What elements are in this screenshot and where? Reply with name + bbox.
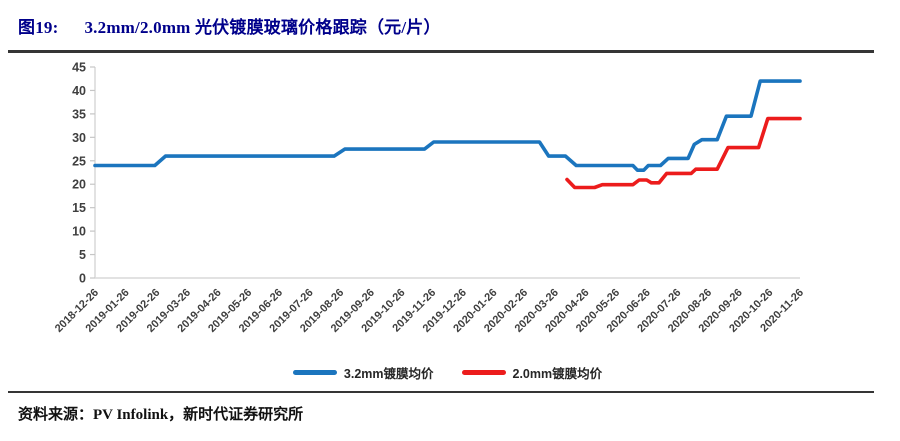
chart-canvas: 0510152025303540452018-12-262019-01-2620… bbox=[53, 61, 806, 335]
y-tick-label: 20 bbox=[72, 178, 86, 192]
legend-label-3-2mm: 3.2mm镀膜均价 bbox=[343, 367, 434, 381]
y-tick-label: 40 bbox=[72, 84, 86, 98]
y-tick-label: 35 bbox=[72, 107, 86, 121]
figure-bottom-rule bbox=[8, 391, 874, 393]
legend-swatch-red bbox=[461, 370, 506, 375]
y-tick-label: 30 bbox=[72, 131, 86, 145]
series-line-2.0mm镀膜均价 bbox=[565, 116, 802, 190]
y-tick-label: 10 bbox=[72, 225, 86, 239]
legend-label-2-0mm: 2.0mm镀膜均价 bbox=[512, 367, 603, 381]
title-separator-rule bbox=[8, 50, 874, 53]
legend-item-3-2mm: 3.2mm镀膜均价 bbox=[292, 363, 434, 382]
y-tick-label: 5 bbox=[79, 248, 86, 262]
price-line-chart: 0 5 10 15 20 25 30 35 40 45 2018-12-26 2019-01-26 20… bbox=[53, 61, 806, 335]
source-text: 资料来源：PV Infolink，新时代证券研究所 bbox=[18, 407, 304, 423]
legend-swatch-blue bbox=[292, 370, 337, 375]
figure-title-text: 3.2mm/2.0mm 光伏镀膜玻璃价格跟踪（元/片） bbox=[84, 18, 441, 37]
figure-number: 图19: bbox=[18, 18, 59, 37]
series-line-3.2mm镀膜均价 bbox=[93, 79, 802, 172]
y-tick-label: 25 bbox=[72, 154, 86, 168]
chart-legend: 3.2mm镀膜均价 2.0mm镀膜均价 bbox=[95, 363, 800, 382]
figure-title: 图19: 3.2mm/2.0mm 光伏镀膜玻璃价格跟踪（元/片） bbox=[18, 13, 441, 38]
y-tick-label: 45 bbox=[72, 61, 86, 75]
y-tick-label: 0 bbox=[79, 272, 86, 286]
legend-item-2-0mm: 2.0mm镀膜均价 bbox=[461, 363, 603, 382]
y-tick-label: 15 bbox=[72, 201, 86, 215]
